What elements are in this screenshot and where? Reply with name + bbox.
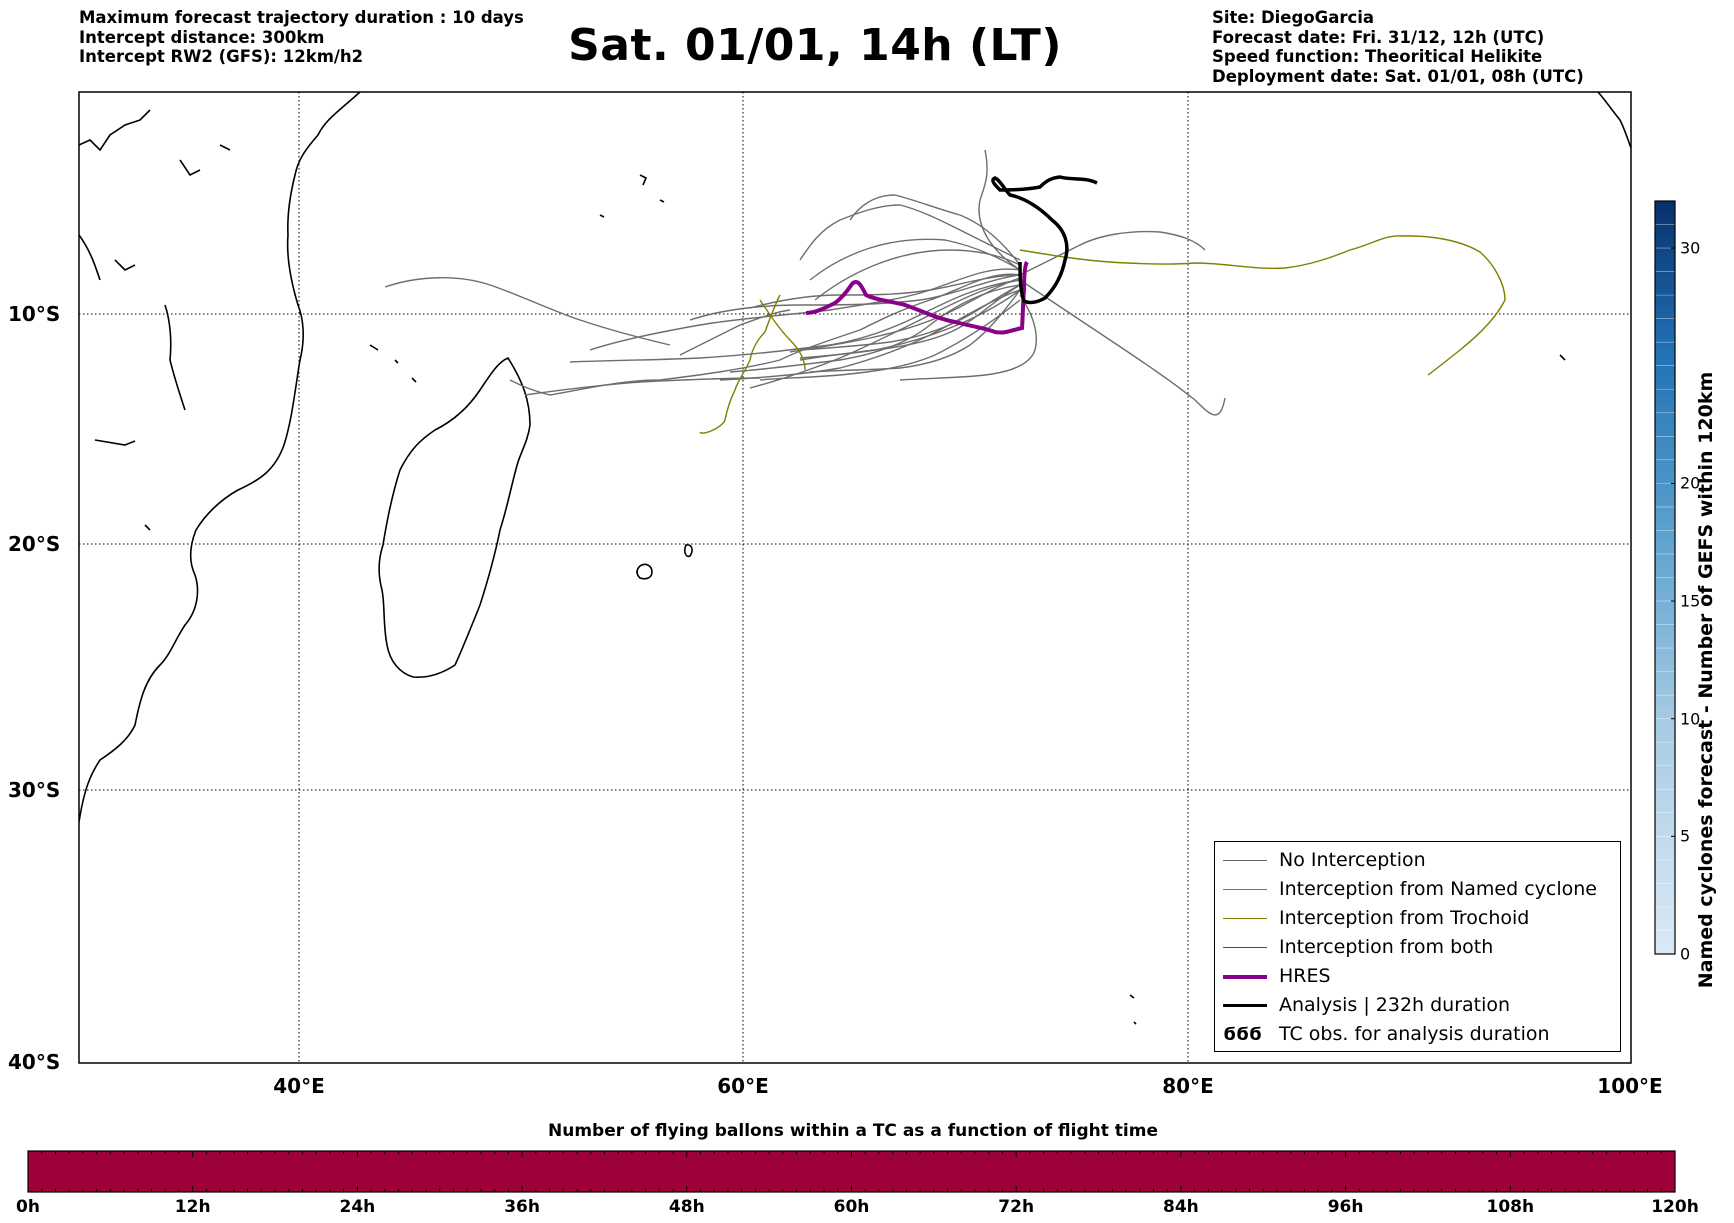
flight-time-colorbar-title: Number of flying ballons within a TC as … xyxy=(547,1121,1158,1141)
legend-swatch xyxy=(1223,1004,1267,1007)
colorbar-tick-label: 5 xyxy=(1680,826,1691,846)
lon-label-40e: 40°E xyxy=(273,1074,325,1098)
lat-label-10s: 10°S xyxy=(8,302,61,326)
cyclone-colorbar xyxy=(1654,200,1676,955)
flight-time-tick-label: 36h xyxy=(504,1197,540,1217)
flight-time-tick-label: 0h xyxy=(16,1197,40,1217)
legend-swatch xyxy=(1223,860,1267,861)
coastlines xyxy=(79,92,1631,1025)
flight-time-tick-label: 48h xyxy=(668,1197,705,1217)
lon-label-80e: 80°E xyxy=(1162,1074,1214,1098)
comoros-islands xyxy=(369,344,417,383)
legend-item-trochoid: Interception from Trochoid xyxy=(1223,904,1529,933)
lat-label-40s: 40°S xyxy=(8,1050,61,1074)
mascarene-island xyxy=(636,563,653,580)
legend-swatch xyxy=(1223,889,1267,890)
max-duration-text: Maximum forecast trajectory duration : 1… xyxy=(79,8,524,27)
legend-item-named-cyclone: Interception from Named cyclone xyxy=(1223,875,1597,904)
trochoid-interception xyxy=(699,235,1506,434)
seychelles-islands xyxy=(599,174,665,218)
lon-label-60e: 60°E xyxy=(717,1074,769,1098)
intercept-distance-text: Intercept distance: 300km xyxy=(79,27,325,47)
colorbar-tick-label: 10 xyxy=(1680,709,1701,729)
flight-time-tick-label: 96h xyxy=(1327,1197,1364,1217)
speed-function-text: Speed function: Theoritical Helikite xyxy=(1212,47,1543,66)
flight-time-tick-label: 84h xyxy=(1163,1197,1199,1217)
arabia-coast xyxy=(79,109,231,177)
lat-label-30s: 30°S xyxy=(8,778,61,802)
flight-time-colorbar xyxy=(27,1150,1676,1193)
grid-lines xyxy=(79,92,1631,1063)
colorbar-tick-label: 30 xyxy=(1680,238,1701,258)
legend-swatch xyxy=(1223,974,1267,979)
map-title: Sat. 01/01, 14h (LT) xyxy=(568,20,1062,71)
africa-coastline xyxy=(79,92,361,823)
flight-time-tick-label: 12h xyxy=(174,1197,211,1217)
site-info: Site: DiegoGarcia Forecast date: Fri. 31… xyxy=(1212,8,1584,86)
legend-item-hres: HRES xyxy=(1223,962,1331,991)
legend-swatch xyxy=(1223,947,1267,948)
colorbar-tick-label: 15 xyxy=(1680,591,1701,611)
flight-time-tick-label: 24h xyxy=(339,1197,376,1217)
flight-time-tick-label: 120h xyxy=(1651,1197,1699,1217)
colorbar-tick-label: 20 xyxy=(1680,473,1701,493)
hres-trajectory xyxy=(805,260,1029,335)
legend-swatch xyxy=(1223,918,1267,919)
intercept-rw2-text: Intercept RW2 (GFS): 12km/h2 xyxy=(79,47,364,66)
legend-item-both: Interception from both xyxy=(1223,933,1493,962)
flight-time-tick-label: 108h xyxy=(1486,1197,1535,1217)
site-text: Site: DiegoGarcia xyxy=(1212,8,1375,27)
flight-time-tick-label: 72h xyxy=(998,1197,1035,1217)
lat-label-20s: 20°S xyxy=(8,532,61,556)
analysis-trajectory xyxy=(991,175,1098,305)
mozambique-channel-coast xyxy=(164,304,186,411)
lon-label-100e: 100°E xyxy=(1597,1074,1663,1098)
forecast-parameters: Maximum forecast trajectory duration : 1… xyxy=(79,8,524,67)
colorbar-label: Named cyclones forecast - Number of GEFS… xyxy=(1695,371,1717,989)
madagascar-coastline xyxy=(378,357,531,678)
sri-lanka-coastline xyxy=(1597,92,1631,149)
legend-item-analysis: Analysis | 232h duration xyxy=(1223,991,1510,1020)
east-africa-detail xyxy=(79,234,151,531)
map-legend: No Interception Interception from Named … xyxy=(1214,841,1621,1052)
colorbar-tick-label: 0 xyxy=(1680,944,1691,964)
legend-item-no-interception: No Interception xyxy=(1223,846,1426,875)
flight-time-tick-label: 60h xyxy=(833,1197,870,1217)
deployment-date-text: Deployment date: Sat. 01/01, 08h (UTC) xyxy=(1212,66,1584,86)
mauritius-island xyxy=(683,544,693,558)
chagos-islands xyxy=(1129,354,1566,1025)
legend-item-tc-obs: ϭϭϭ TC obs. for analysis duration xyxy=(1223,1020,1550,1049)
ensemble-trajectories xyxy=(384,149,1226,416)
cyclone-symbol-icon: ϭϭϭ xyxy=(1223,1024,1262,1045)
map-area xyxy=(79,92,1631,1063)
forecast-date-text: Forecast date: Fri. 31/12, 12h (UTC) xyxy=(1212,27,1545,47)
map-frame xyxy=(78,91,1632,1064)
